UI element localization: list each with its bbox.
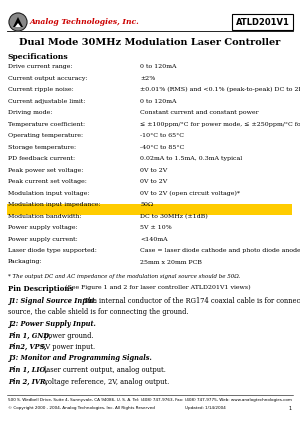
Text: 0 to 120mA: 0 to 120mA bbox=[140, 64, 176, 69]
Text: <140mA: <140mA bbox=[140, 236, 168, 241]
Text: Pin Descriptions: Pin Descriptions bbox=[8, 285, 73, 293]
Text: 0V to 2V (open circuit voltage)*: 0V to 2V (open circuit voltage)* bbox=[140, 190, 240, 196]
Text: PD feedback current:: PD feedback current: bbox=[8, 156, 75, 161]
Text: DC to 30MHz (±1dB): DC to 30MHz (±1dB) bbox=[140, 213, 208, 218]
Text: Pin 1, GND,: Pin 1, GND, bbox=[8, 332, 51, 340]
Text: Power supply voltage:: Power supply voltage: bbox=[8, 225, 78, 230]
Text: Dual Mode 30MHz Modulation Laser Controller: Dual Mode 30MHz Modulation Laser Control… bbox=[19, 38, 281, 47]
Text: 5V ± 10%: 5V ± 10% bbox=[140, 225, 172, 230]
Text: J1: Signal Source Input.: J1: Signal Source Input. bbox=[8, 297, 97, 305]
Circle shape bbox=[9, 13, 27, 31]
FancyBboxPatch shape bbox=[232, 14, 293, 30]
Text: Case = laser diode cathode and photo diode anode: Case = laser diode cathode and photo dio… bbox=[140, 248, 300, 253]
Text: Temperature coefficient:: Temperature coefficient: bbox=[8, 122, 85, 127]
Text: * The output DC and AC impedance of the modulation signal source should be 50Ω.: * The output DC and AC impedance of the … bbox=[8, 274, 241, 279]
Text: ≤ ±100ppm/°C for power mode, ≤ ±250ppm/°C for current mode.: ≤ ±100ppm/°C for power mode, ≤ ±250ppm/°… bbox=[140, 122, 300, 127]
Text: Pin2, VPS,: Pin2, VPS, bbox=[8, 343, 46, 351]
Text: Laser diode type supported:: Laser diode type supported: bbox=[8, 248, 97, 253]
Text: Drive current range:: Drive current range: bbox=[8, 64, 73, 69]
Text: Current output accuracy:: Current output accuracy: bbox=[8, 76, 88, 80]
Text: J2: Power Supply Input.: J2: Power Supply Input. bbox=[8, 320, 96, 328]
Text: 0V to 2V: 0V to 2V bbox=[140, 179, 167, 184]
Text: Specifications: Specifications bbox=[8, 53, 69, 61]
Text: 0 to 120mA: 0 to 120mA bbox=[140, 99, 176, 104]
Text: Power supply current:: Power supply current: bbox=[8, 236, 78, 241]
Text: Analog Technologies, Inc.: Analog Technologies, Inc. bbox=[30, 18, 140, 26]
Text: voltage reference, 2V, analog output.: voltage reference, 2V, analog output. bbox=[42, 377, 169, 385]
Text: Modulation input voltage:: Modulation input voltage: bbox=[8, 190, 89, 196]
Text: -40°C to 85°C: -40°C to 85°C bbox=[140, 144, 184, 150]
Text: 25mm x 20mm PCB: 25mm x 20mm PCB bbox=[140, 260, 202, 264]
Text: Updated: 1/14/2004: Updated: 1/14/2004 bbox=[185, 406, 226, 410]
Text: (See Figure 1 and 2 for laser controller ATLD201V1 views): (See Figure 1 and 2 for laser controller… bbox=[65, 285, 250, 290]
Text: power ground.: power ground. bbox=[42, 332, 94, 340]
Text: ±2%: ±2% bbox=[140, 76, 155, 80]
Text: Pin 1, LIO,: Pin 1, LIO, bbox=[8, 366, 47, 374]
Polygon shape bbox=[15, 23, 21, 27]
Text: -10°C to 65°C: -10°C to 65°C bbox=[140, 133, 184, 138]
Text: © Copyright 2000 - 2004, Analog Technologies, Inc. All Rights Reserved: © Copyright 2000 - 2004, Analog Technolo… bbox=[8, 406, 155, 410]
Text: Storage temperature:: Storage temperature: bbox=[8, 144, 76, 150]
Text: 500 S. Wedbell Drive, Suite 4, Sunnyvale, CA 94086, U. S. A. Tel: (408) 747-9763: 500 S. Wedbell Drive, Suite 4, Sunnyvale… bbox=[8, 398, 292, 402]
Polygon shape bbox=[13, 17, 23, 27]
Text: laser current output, analog output.: laser current output, analog output. bbox=[42, 366, 166, 374]
Text: 5V power input.: 5V power input. bbox=[39, 343, 95, 351]
Text: 1: 1 bbox=[289, 406, 292, 411]
Text: 0.02mA to 1.5mA, 0.3mA typical: 0.02mA to 1.5mA, 0.3mA typical bbox=[140, 156, 242, 161]
Text: Modulation bandwidth:: Modulation bandwidth: bbox=[8, 213, 82, 218]
Text: ATLD201V1: ATLD201V1 bbox=[236, 17, 290, 26]
Text: Peak power set voltage:: Peak power set voltage: bbox=[8, 167, 83, 173]
Text: Driving mode:: Driving mode: bbox=[8, 110, 52, 115]
Text: Current ripple noise:: Current ripple noise: bbox=[8, 87, 74, 92]
Text: 0V to 2V: 0V to 2V bbox=[140, 167, 167, 173]
Text: Current adjustable limit:: Current adjustable limit: bbox=[8, 99, 85, 104]
Text: ±0.01% (RMS) and <0.1% (peak-to-peak) DC to 2KHz.: ±0.01% (RMS) and <0.1% (peak-to-peak) DC… bbox=[140, 87, 300, 92]
Text: Operating temperature:: Operating temperature: bbox=[8, 133, 83, 138]
Text: Pin 2, IVR,: Pin 2, IVR, bbox=[8, 377, 48, 385]
Text: Packaging:: Packaging: bbox=[8, 260, 43, 264]
Text: Peak current set voltage:: Peak current set voltage: bbox=[8, 179, 87, 184]
FancyBboxPatch shape bbox=[7, 204, 292, 215]
Text: Constant current and constant power: Constant current and constant power bbox=[140, 110, 259, 115]
Text: The internal conductor of the RG174 coaxial cable is for connecting to the signa: The internal conductor of the RG174 coax… bbox=[82, 297, 300, 305]
Text: Modulation input impedance:: Modulation input impedance: bbox=[8, 202, 100, 207]
Text: J3: Monitor and Programming Signals.: J3: Monitor and Programming Signals. bbox=[8, 354, 152, 363]
Text: 50Ω: 50Ω bbox=[140, 202, 153, 207]
Text: source, the cable shield is for connecting the ground.: source, the cable shield is for connecti… bbox=[8, 308, 188, 315]
